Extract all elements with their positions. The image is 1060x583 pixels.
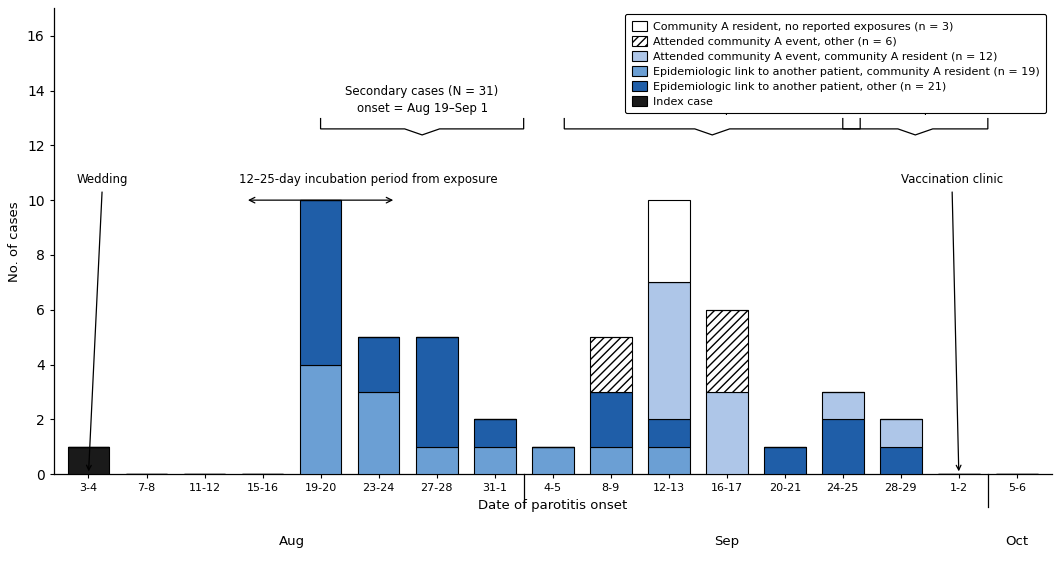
Text: Tertiary cases (N = 27)
onset = Sep 7–23: Tertiary cases (N = 27) onset = Sep 7–23: [644, 85, 780, 115]
Bar: [589, 447, 632, 474]
Text: Wedding: Wedding: [77, 174, 128, 470]
Y-axis label: No. of cases: No. of cases: [8, 201, 21, 282]
Text: Secondary cases (N = 31)
onset = Aug 19–Sep 1: Secondary cases (N = 31) onset = Aug 19–…: [346, 85, 499, 115]
Bar: [822, 392, 864, 419]
Text: Aug: Aug: [279, 535, 304, 547]
Text: 12–25-day incubation period from exposure: 12–25-day incubation period from exposur…: [240, 174, 498, 187]
Text: Oct: Oct: [1005, 535, 1028, 547]
X-axis label: Date of parotitis onset: Date of parotitis onset: [478, 498, 628, 512]
Text: Vaccination clinic: Vaccination clinic: [901, 174, 1003, 470]
Bar: [706, 310, 747, 392]
Legend: Community A resident, no reported exposures (n = 3), Attended community A event,: Community A resident, no reported exposu…: [625, 14, 1046, 113]
Bar: [357, 392, 400, 474]
Bar: [764, 447, 806, 474]
Bar: [648, 419, 690, 447]
Bar: [589, 392, 632, 447]
Bar: [416, 447, 458, 474]
Bar: [648, 282, 690, 419]
Bar: [880, 419, 922, 447]
Bar: [474, 447, 515, 474]
Bar: [880, 447, 922, 474]
Bar: [300, 364, 341, 474]
Bar: [648, 200, 690, 282]
Text: Sep: Sep: [714, 535, 739, 547]
Bar: [416, 337, 458, 447]
Text: Quaternary cases (N = 3)
onset = Sep 26–29: Quaternary cases (N = 3) onset = Sep 26–…: [840, 85, 991, 115]
Bar: [822, 419, 864, 474]
Bar: [648, 447, 690, 474]
Bar: [532, 447, 573, 474]
Bar: [300, 200, 341, 364]
Bar: [706, 392, 747, 474]
Bar: [589, 337, 632, 392]
Bar: [68, 447, 109, 474]
Bar: [474, 419, 515, 447]
Bar: [357, 337, 400, 392]
